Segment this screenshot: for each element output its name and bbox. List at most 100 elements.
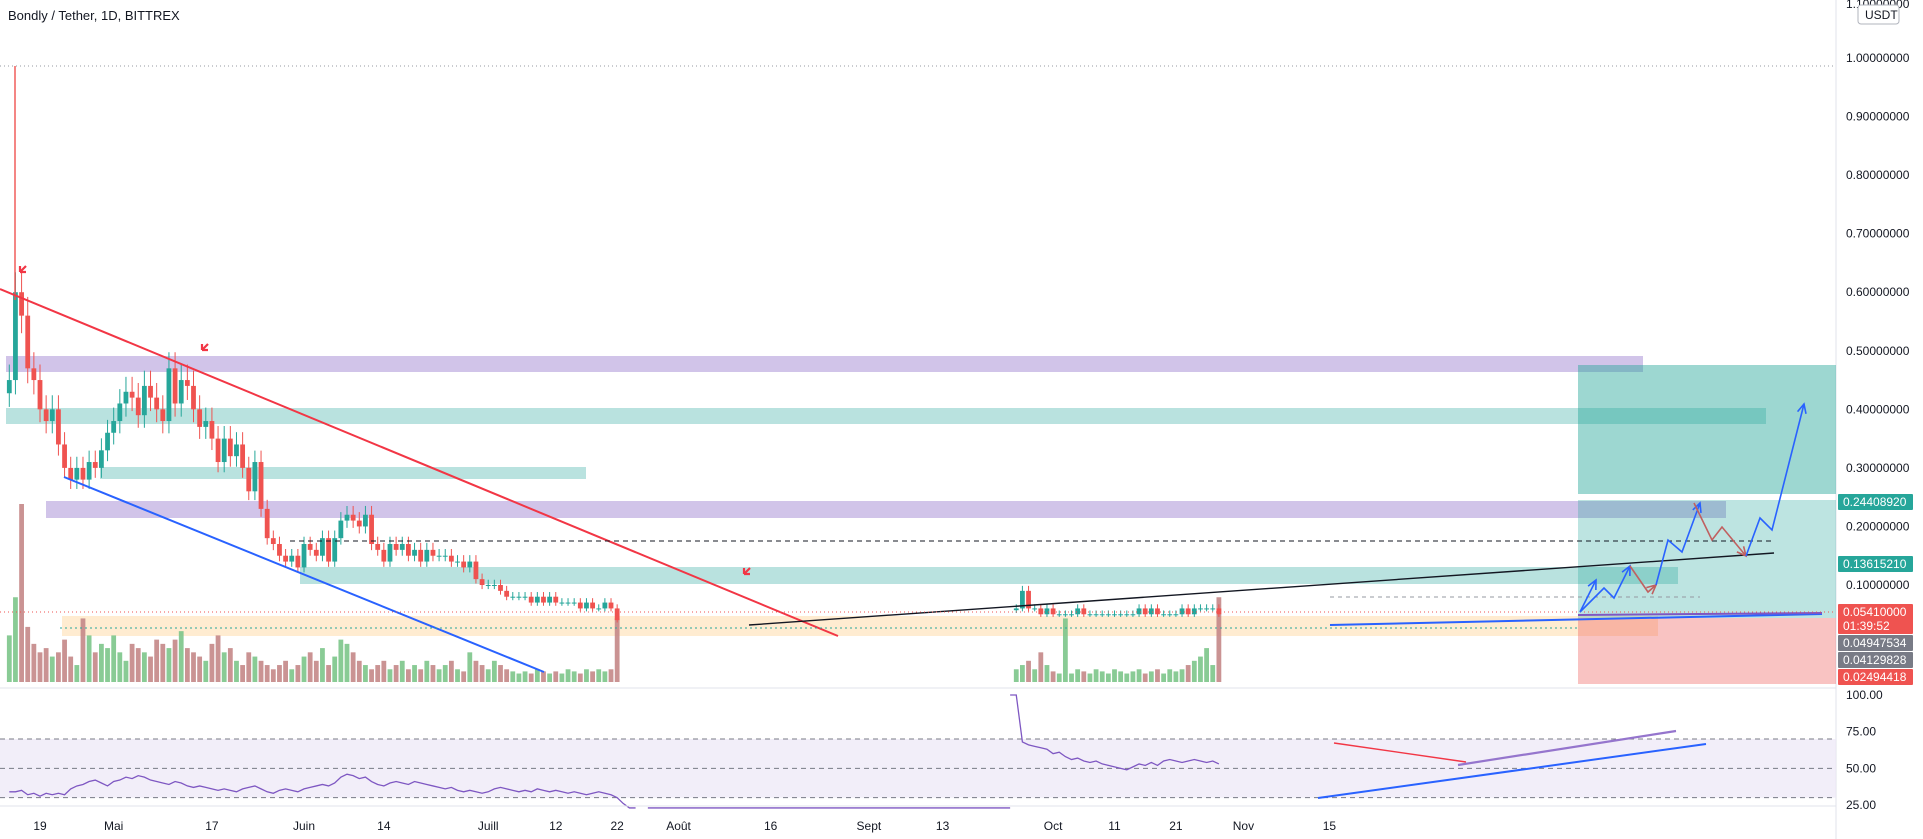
candle[interactable] <box>25 296 31 384</box>
candle[interactable] <box>1216 604 1222 617</box>
candle[interactable] <box>534 592 540 606</box>
candle[interactable] <box>344 505 350 528</box>
candle[interactable] <box>1044 604 1050 617</box>
candle[interactable] <box>491 579 497 590</box>
candle[interactable] <box>234 432 239 467</box>
candle[interactable] <box>1020 585 1025 612</box>
candle[interactable] <box>510 592 516 601</box>
candle[interactable] <box>448 548 454 567</box>
candle[interactable] <box>1198 604 1203 612</box>
price-badge[interactable]: 01:39:52 <box>1838 618 1913 634</box>
candle[interactable] <box>1130 610 1136 617</box>
candle[interactable] <box>313 542 319 562</box>
candle[interactable] <box>1185 604 1191 617</box>
candle[interactable] <box>246 456 252 501</box>
rsi-purple-trendline[interactable] <box>1457 729 1677 767</box>
candle[interactable] <box>504 585 510 601</box>
candle[interactable] <box>350 505 356 528</box>
candle[interactable] <box>1099 610 1105 617</box>
candle[interactable] <box>1142 604 1148 617</box>
candle[interactable] <box>31 352 37 395</box>
candle[interactable] <box>577 598 583 612</box>
candle[interactable] <box>252 450 258 501</box>
candle[interactable] <box>19 272 24 334</box>
candle[interactable] <box>553 592 559 606</box>
candle[interactable] <box>80 456 86 489</box>
candle[interactable] <box>498 579 503 595</box>
teal-zone-upper[interactable] <box>6 408 1766 424</box>
candle[interactable] <box>141 370 147 428</box>
candle[interactable] <box>62 432 67 478</box>
candle[interactable] <box>129 376 135 412</box>
candle[interactable] <box>412 542 417 562</box>
candle[interactable] <box>424 542 430 567</box>
long-stop-box[interactable] <box>1578 618 1836 684</box>
candle[interactable] <box>74 456 80 489</box>
candle[interactable] <box>68 456 74 489</box>
candle[interactable] <box>571 598 577 606</box>
teal-zone-mid[interactable] <box>100 467 586 479</box>
candle[interactable] <box>258 450 264 517</box>
candle[interactable] <box>1050 604 1056 617</box>
candle[interactable] <box>197 395 203 439</box>
candle[interactable] <box>1179 604 1185 617</box>
candle[interactable] <box>1056 610 1062 617</box>
candle[interactable] <box>418 542 424 567</box>
candle[interactable] <box>172 352 178 417</box>
candle[interactable] <box>1081 604 1087 617</box>
teal-zone-low[interactable] <box>300 567 1678 584</box>
candle[interactable] <box>277 536 282 562</box>
candle[interactable] <box>166 352 172 434</box>
candle[interactable] <box>1062 610 1068 617</box>
candle[interactable] <box>393 536 399 556</box>
candle[interactable] <box>332 530 338 567</box>
candle[interactable] <box>135 382 141 428</box>
candle[interactable] <box>43 395 49 434</box>
price-badge[interactable]: 0.04947534 <box>1838 635 1913 651</box>
candle[interactable] <box>215 426 221 473</box>
candle[interactable] <box>99 438 104 478</box>
candle[interactable] <box>160 395 166 434</box>
candle[interactable] <box>49 395 55 434</box>
candle[interactable] <box>264 499 270 545</box>
candle[interactable] <box>461 555 467 573</box>
candle[interactable] <box>123 376 129 417</box>
purple-zone-mid[interactable] <box>46 501 1726 518</box>
blue-descending-trendline[interactable] <box>63 476 545 673</box>
candle[interactable] <box>406 536 411 562</box>
purple-zone-top[interactable] <box>6 356 1643 372</box>
candle[interactable] <box>86 450 92 489</box>
candle[interactable] <box>1087 610 1093 617</box>
orange-zone-base[interactable] <box>62 616 1658 636</box>
candle[interactable] <box>320 530 325 562</box>
candle[interactable] <box>399 536 405 556</box>
candle[interactable] <box>387 536 393 567</box>
candle[interactable] <box>227 426 233 467</box>
candle[interactable] <box>209 407 215 451</box>
candle[interactable] <box>178 364 184 417</box>
candle[interactable] <box>1155 604 1160 617</box>
candle[interactable] <box>111 407 117 445</box>
candle[interactable] <box>614 604 620 623</box>
candle[interactable] <box>430 542 436 562</box>
candle[interactable] <box>1136 604 1142 617</box>
candle[interactable] <box>479 573 485 590</box>
candle[interactable] <box>1105 610 1111 617</box>
candle[interactable] <box>326 530 331 567</box>
candle[interactable] <box>295 548 301 573</box>
candle[interactable] <box>283 548 288 567</box>
candle[interactable] <box>37 364 43 423</box>
candle[interactable] <box>565 598 571 606</box>
candle[interactable] <box>602 598 608 612</box>
projection-arrow-up-3[interactable] <box>1745 402 1807 557</box>
candle[interactable] <box>338 512 344 545</box>
candle[interactable] <box>1173 610 1179 617</box>
candle[interactable] <box>381 542 387 567</box>
candle[interactable] <box>528 592 534 606</box>
candle[interactable] <box>240 432 246 478</box>
candle[interactable] <box>522 592 528 601</box>
candle[interactable] <box>56 395 61 456</box>
candle[interactable] <box>473 555 479 584</box>
candle[interactable] <box>1124 610 1130 617</box>
candle[interactable] <box>1161 610 1167 617</box>
